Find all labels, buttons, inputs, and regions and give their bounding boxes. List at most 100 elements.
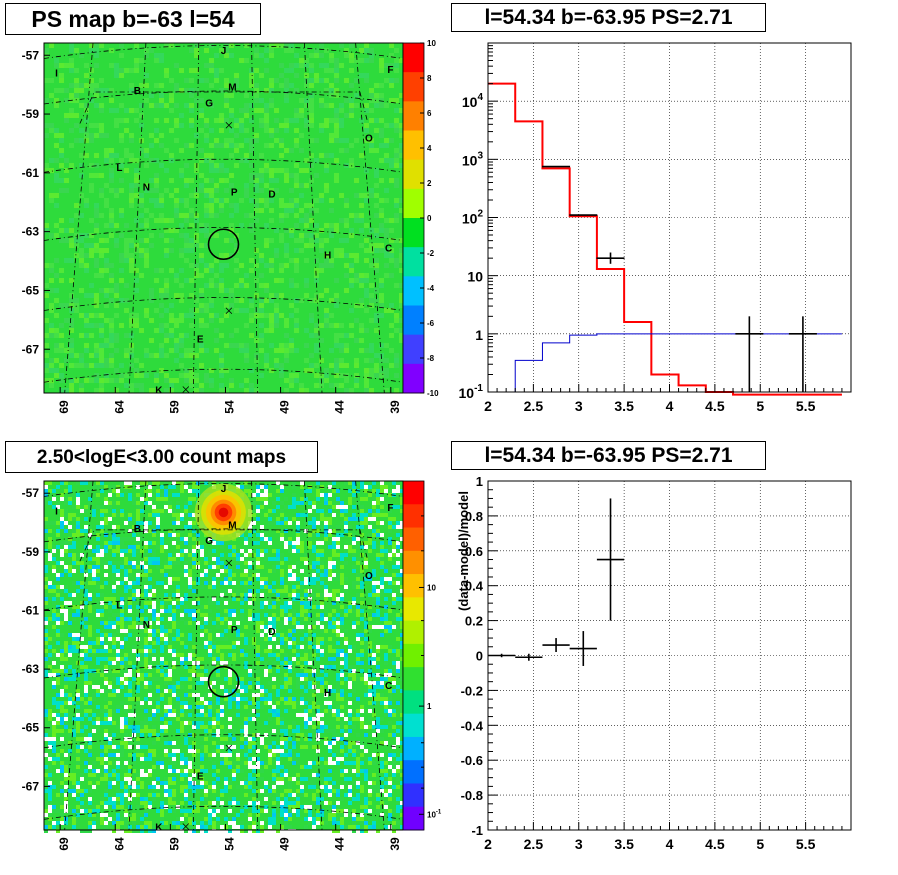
map-pixel — [352, 569, 356, 573]
map-pixel — [179, 123, 184, 128]
map-pixel — [274, 308, 279, 313]
map-pixel — [324, 513, 328, 517]
map-pixel — [144, 521, 148, 525]
map-pixel — [179, 298, 184, 303]
map-pixel — [394, 123, 399, 128]
map-pixel — [60, 633, 64, 637]
map-pixel — [344, 729, 348, 733]
map-pixel — [312, 549, 316, 553]
map-pixel — [224, 263, 229, 268]
map-pixel — [356, 525, 360, 529]
map-pixel — [179, 283, 184, 288]
map-pixel — [119, 43, 124, 48]
map-pixel — [349, 53, 354, 58]
map-pixel — [134, 268, 139, 273]
map-pixel — [104, 501, 108, 505]
map-pixel — [189, 278, 194, 283]
map-pixel — [364, 193, 369, 198]
map-pixel — [316, 481, 320, 485]
map-pixel — [148, 521, 152, 525]
map-pixel — [284, 213, 289, 218]
map-pixel — [84, 669, 88, 673]
map-pixel — [168, 665, 172, 669]
map-pixel — [136, 685, 140, 689]
map-pixel — [228, 569, 232, 573]
map-pixel — [194, 233, 199, 238]
map-pixel — [72, 673, 76, 677]
map-pixel — [319, 153, 324, 158]
map-pixel — [244, 721, 248, 725]
map-pixel — [284, 253, 289, 258]
map-pixel — [124, 681, 128, 685]
map-pixel — [380, 725, 384, 729]
map-pixel — [112, 565, 116, 569]
map-pixel — [144, 258, 149, 263]
map-pixel — [288, 537, 292, 541]
map-pixel — [319, 243, 324, 248]
map-pixel — [328, 649, 332, 653]
map-pixel — [104, 533, 108, 537]
map-pixel — [156, 525, 160, 529]
map-pixel — [400, 621, 404, 625]
source-label-d: D — [268, 189, 275, 200]
map-pixel — [104, 597, 108, 601]
map-pixel — [244, 561, 248, 565]
map-pixel — [289, 173, 294, 178]
map-pixel — [260, 741, 264, 745]
map-pixel — [176, 685, 180, 689]
map-pixel — [288, 677, 292, 681]
map-pixel — [68, 749, 72, 753]
map-pixel — [48, 717, 52, 721]
map-pixel — [174, 318, 179, 323]
map-pixel — [156, 521, 160, 525]
map-pixel — [92, 673, 96, 677]
map-pixel — [72, 677, 76, 681]
map-pixel — [308, 545, 312, 549]
map-pixel — [189, 373, 194, 378]
map-pixel — [194, 388, 199, 393]
map-pixel — [224, 313, 229, 318]
map-pixel — [52, 545, 56, 549]
residual-title: l=54.34 b=-63.95 PS=2.71 — [451, 441, 766, 470]
map-pixel — [144, 541, 148, 545]
map-pixel — [344, 138, 349, 143]
map-pixel — [209, 298, 214, 303]
map-pixel — [312, 705, 316, 709]
map-pixel — [348, 669, 352, 673]
map-pixel — [264, 263, 269, 268]
map-pixel — [259, 123, 264, 128]
map-pixel — [384, 103, 389, 108]
map-pixel — [154, 158, 159, 163]
map-pixel — [380, 521, 384, 525]
map-pixel — [384, 605, 388, 609]
map-pixel — [188, 633, 192, 637]
map-pixel — [129, 83, 134, 88]
map-pixel — [284, 637, 288, 641]
map-pixel — [188, 581, 192, 585]
map-pixel — [44, 333, 49, 338]
map-pixel — [136, 545, 140, 549]
map-pixel — [156, 581, 160, 585]
map-pixel — [376, 625, 380, 629]
map-pixel — [289, 208, 294, 213]
map-pixel — [324, 729, 328, 733]
map-pixel — [289, 148, 294, 153]
map-pixel — [352, 537, 356, 541]
map-pixel — [268, 601, 272, 605]
map-pixel — [168, 529, 172, 533]
map-pixel — [192, 609, 196, 613]
map-pixel — [312, 693, 316, 697]
map-pixel — [174, 118, 179, 123]
map-pixel — [180, 721, 184, 725]
map-pixel — [268, 621, 272, 625]
map-pixel — [120, 657, 124, 661]
map-pixel — [259, 273, 264, 278]
map-pixel — [244, 593, 248, 597]
map-pixel — [139, 123, 144, 128]
map-pixel — [114, 378, 119, 383]
map-pixel — [320, 641, 324, 645]
map-pixel — [240, 557, 244, 561]
map-pixel — [194, 218, 199, 223]
map-pixel — [144, 248, 149, 253]
map-pixel — [316, 613, 320, 617]
